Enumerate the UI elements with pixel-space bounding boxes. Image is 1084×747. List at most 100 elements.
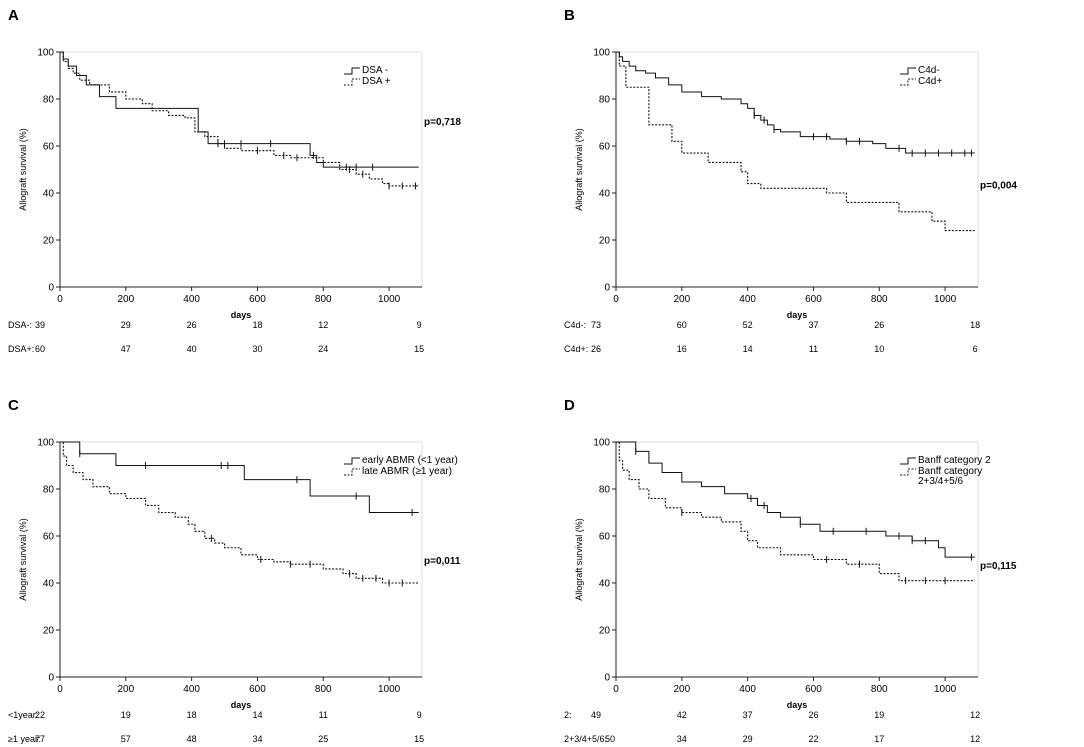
y-tick-label: 60 <box>599 142 611 153</box>
legend-label: Banff category <box>918 466 982 477</box>
x-tick-label: 400 <box>739 294 756 305</box>
risk-table-value: 47 <box>121 344 131 354</box>
y-tick-label: 0 <box>48 283 54 294</box>
y-tick-label: 0 <box>604 283 610 294</box>
legend-swatch <box>900 78 916 86</box>
y-tick-label: 100 <box>37 438 54 449</box>
plot-frame <box>615 51 979 288</box>
risk-table-value: 22 <box>808 734 818 744</box>
y-tick-label: 60 <box>43 142 55 153</box>
legend-swatch <box>900 67 916 75</box>
legend-label: Banff category 2 <box>918 455 991 466</box>
risk-table-value: 29 <box>121 320 131 330</box>
risk-table-label: <1year: <box>8 710 38 720</box>
risk-table-value: 50 <box>605 734 615 744</box>
y-tick-label: 80 <box>43 485 55 496</box>
x-tick-label: 0 <box>613 294 619 305</box>
risk-table-value: 12 <box>318 320 328 330</box>
risk-table-value: 14 <box>252 710 262 720</box>
legend-label: DSA + <box>362 76 391 87</box>
y-axis-label: Allograft survival (%) <box>18 128 28 211</box>
p-value: p=0,011 <box>424 556 461 567</box>
x-tick-label: 1000 <box>378 294 401 305</box>
x-tick-label: 800 <box>315 684 332 695</box>
x-tick-label: 400 <box>183 294 200 305</box>
risk-table-label: ≥1 year: <box>8 734 40 744</box>
x-axis-label: days <box>787 700 808 710</box>
x-tick-label: 600 <box>805 294 822 305</box>
x-tick-label: 0 <box>57 294 63 305</box>
x-tick-label: 200 <box>117 684 134 695</box>
legend-label: C4d- <box>918 65 940 76</box>
km-curve-group-2 <box>60 441 419 584</box>
risk-table-value: 19 <box>874 710 884 720</box>
risk-table-value: 49 <box>591 710 601 720</box>
y-tick-label: 60 <box>43 532 55 543</box>
p-value: p=0,004 <box>980 180 1017 191</box>
x-axis-label: days <box>787 310 808 320</box>
risk-table-value: 18 <box>187 710 197 720</box>
risk-table-value: 77 <box>35 734 45 744</box>
legend-swatch <box>344 78 360 86</box>
x-tick-label: 1000 <box>934 684 957 695</box>
y-tick-label: 20 <box>599 626 611 637</box>
risk-table-value: 15 <box>414 734 424 744</box>
km-curve-group-1 <box>616 441 975 558</box>
risk-table-value: 12 <box>970 734 980 744</box>
risk-table-value: 25 <box>318 734 328 744</box>
risk-table-value: 16 <box>677 344 687 354</box>
risk-table-value: 18 <box>970 320 980 330</box>
y-tick-label: 40 <box>43 579 55 590</box>
y-tick-label: 100 <box>593 438 610 449</box>
x-axis-label: days <box>231 700 252 710</box>
x-tick-label: 800 <box>871 294 888 305</box>
legend-label: C4d+ <box>918 76 942 87</box>
risk-table-value: 37 <box>808 320 818 330</box>
p-value: p=0,115 <box>980 561 1017 572</box>
legend-label: 2+3/4+5/6 <box>918 476 963 487</box>
risk-table-value: 9 <box>417 320 422 330</box>
risk-table-label: DSA-: <box>8 320 32 330</box>
y-tick-label: 100 <box>37 48 54 59</box>
x-tick-label: 600 <box>805 684 822 695</box>
risk-table-value: 26 <box>874 320 884 330</box>
risk-table-value: 26 <box>808 710 818 720</box>
risk-table-value: 34 <box>252 734 262 744</box>
km-curve-group-2 <box>60 51 419 187</box>
risk-table-value: 14 <box>743 344 753 354</box>
x-tick-label: 1000 <box>378 684 401 695</box>
risk-table-value: 42 <box>677 710 687 720</box>
risk-table-value: 52 <box>743 320 753 330</box>
y-axis-label: Allograft survival (%) <box>574 518 584 601</box>
risk-table-label: 2+3/4+5/6: <box>564 734 607 744</box>
legend-label: late ABMR (≥1 year) <box>362 466 452 477</box>
legend-swatch <box>900 468 916 476</box>
x-tick-label: 200 <box>117 294 134 305</box>
risk-table-value: 48 <box>187 734 197 744</box>
y-tick-label: 20 <box>599 236 611 247</box>
km-curve-group-2 <box>616 51 975 232</box>
km-curve-group-2 <box>616 441 975 582</box>
risk-table-label: C4d-: <box>564 320 586 330</box>
y-tick-label: 80 <box>43 95 55 106</box>
x-tick-label: 0 <box>57 684 63 695</box>
risk-table-value: 26 <box>187 320 197 330</box>
x-tick-label: 200 <box>673 684 690 695</box>
risk-table-value: 18 <box>252 320 262 330</box>
y-tick-label: 20 <box>43 626 55 637</box>
y-tick-label: 40 <box>43 189 55 200</box>
y-tick-label: 0 <box>604 673 610 684</box>
y-tick-label: 80 <box>599 485 611 496</box>
risk-table-value: 24 <box>318 344 328 354</box>
plot-frame <box>59 441 423 678</box>
legend-swatch <box>344 67 360 75</box>
y-tick-label: 0 <box>48 673 54 684</box>
risk-table-value: 39 <box>35 320 45 330</box>
risk-table-label: DSA+: <box>8 344 34 354</box>
panel-letter: A <box>8 7 19 24</box>
legend-label: early ABMR (<1 year) <box>362 455 458 466</box>
risk-table-value: 60 <box>35 344 45 354</box>
